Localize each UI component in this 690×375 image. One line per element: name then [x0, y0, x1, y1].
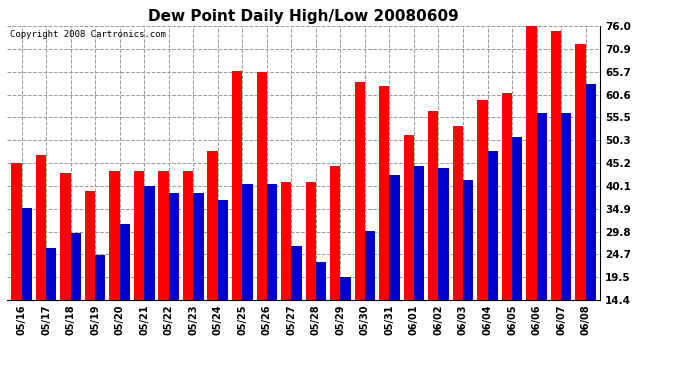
Bar	[208, 151, 218, 300]
Bar	[85, 190, 95, 300]
Bar	[463, 180, 473, 300]
Bar	[159, 171, 169, 300]
Bar	[414, 166, 424, 300]
Bar	[232, 71, 242, 300]
Bar	[438, 168, 449, 300]
Bar	[488, 151, 497, 300]
Bar	[512, 137, 522, 300]
Bar	[169, 193, 179, 300]
Bar	[575, 44, 586, 300]
Bar	[281, 182, 291, 300]
Title: Dew Point Daily High/Low 20080609: Dew Point Daily High/Low 20080609	[148, 9, 459, 24]
Bar	[365, 231, 375, 300]
Bar	[389, 175, 400, 300]
Bar	[502, 93, 512, 300]
Bar	[119, 224, 130, 300]
Bar	[561, 113, 571, 300]
Bar	[60, 173, 70, 300]
Bar	[537, 113, 547, 300]
Bar	[242, 184, 253, 300]
Bar	[36, 155, 46, 300]
Bar	[95, 255, 106, 300]
Bar	[46, 249, 57, 300]
Bar	[110, 171, 119, 300]
Bar	[21, 209, 32, 300]
Bar	[428, 111, 438, 300]
Bar	[291, 246, 302, 300]
Bar	[183, 171, 193, 300]
Bar	[404, 135, 414, 300]
Bar	[218, 200, 228, 300]
Bar	[144, 186, 155, 300]
Bar	[316, 262, 326, 300]
Bar	[586, 84, 596, 300]
Bar	[330, 166, 340, 300]
Bar	[379, 86, 389, 300]
Bar	[134, 171, 144, 300]
Bar	[11, 163, 21, 300]
Bar	[453, 126, 463, 300]
Bar	[340, 278, 351, 300]
Bar	[306, 182, 316, 300]
Bar	[257, 72, 267, 300]
Bar	[70, 233, 81, 300]
Bar	[267, 184, 277, 300]
Bar	[477, 100, 488, 300]
Bar	[355, 82, 365, 300]
Text: Copyright 2008 Cartronics.com: Copyright 2008 Cartronics.com	[10, 30, 166, 39]
Bar	[551, 31, 561, 300]
Bar	[526, 26, 537, 300]
Bar	[193, 193, 204, 300]
